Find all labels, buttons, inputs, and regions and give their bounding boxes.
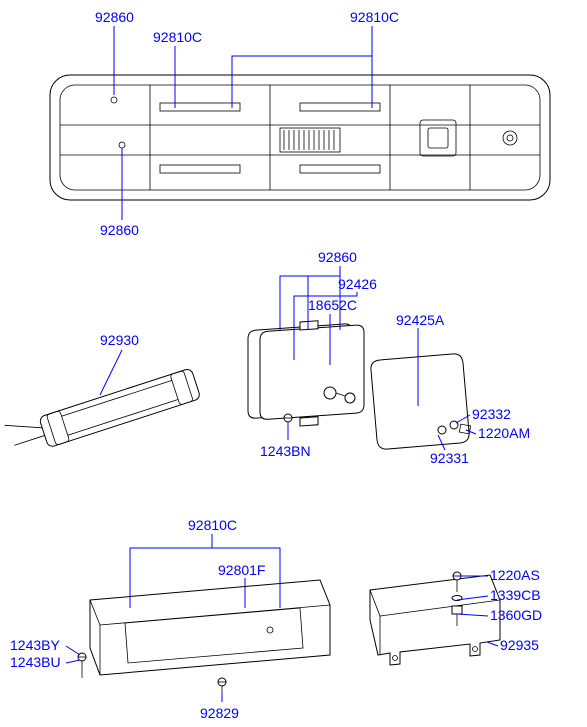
label-92331: 92331 — [430, 450, 469, 466]
leader-ld17 — [66, 660, 80, 663]
label-92426: 92426 — [338, 276, 377, 292]
label-92425A: 92425A — [396, 312, 445, 328]
label-1243BU: 1243BU — [10, 654, 61, 670]
label-92860: 92860 — [100, 222, 139, 238]
label-92332: 92332 — [472, 406, 511, 422]
label-1339CB: 1339CB — [490, 587, 541, 603]
label-92801F: 92801F — [218, 562, 265, 578]
exploded-parts-diagram: 92860 92810C 92810C 92860 92860 92426 18652C 92… — [0, 0, 587, 727]
label-1243BY: 1243BY — [10, 637, 60, 653]
label-92930: 92930 — [100, 332, 139, 348]
label-92935: 92935 — [500, 637, 539, 653]
label-1220AM: 1220AM — [478, 425, 530, 441]
label-92810C: 92810C — [188, 517, 237, 533]
leader-ld22 — [487, 642, 498, 646]
label-92810C: 92810C — [350, 9, 399, 25]
label-1220AS: 1220AS — [490, 567, 540, 583]
lens-assembly — [78, 580, 330, 702]
cover-plate — [371, 354, 471, 449]
label-92860: 92860 — [95, 9, 134, 25]
label-92829: 92829 — [200, 705, 239, 721]
label-18652C: 18652C — [308, 297, 357, 313]
panel-assembly — [50, 75, 550, 200]
label-1360GD: 1360GD — [490, 607, 542, 623]
leader-ld9 — [100, 350, 122, 395]
bracket — [370, 572, 500, 665]
screw-1243by — [78, 653, 86, 678]
square-stack — [248, 321, 364, 438]
tube-lamp — [5, 365, 201, 459]
label-1243BN: 1243BN — [260, 443, 311, 459]
leader-ld16 — [66, 646, 80, 655]
label-92860: 92860 — [318, 249, 357, 265]
label-92810C: 92810C — [153, 29, 202, 45]
